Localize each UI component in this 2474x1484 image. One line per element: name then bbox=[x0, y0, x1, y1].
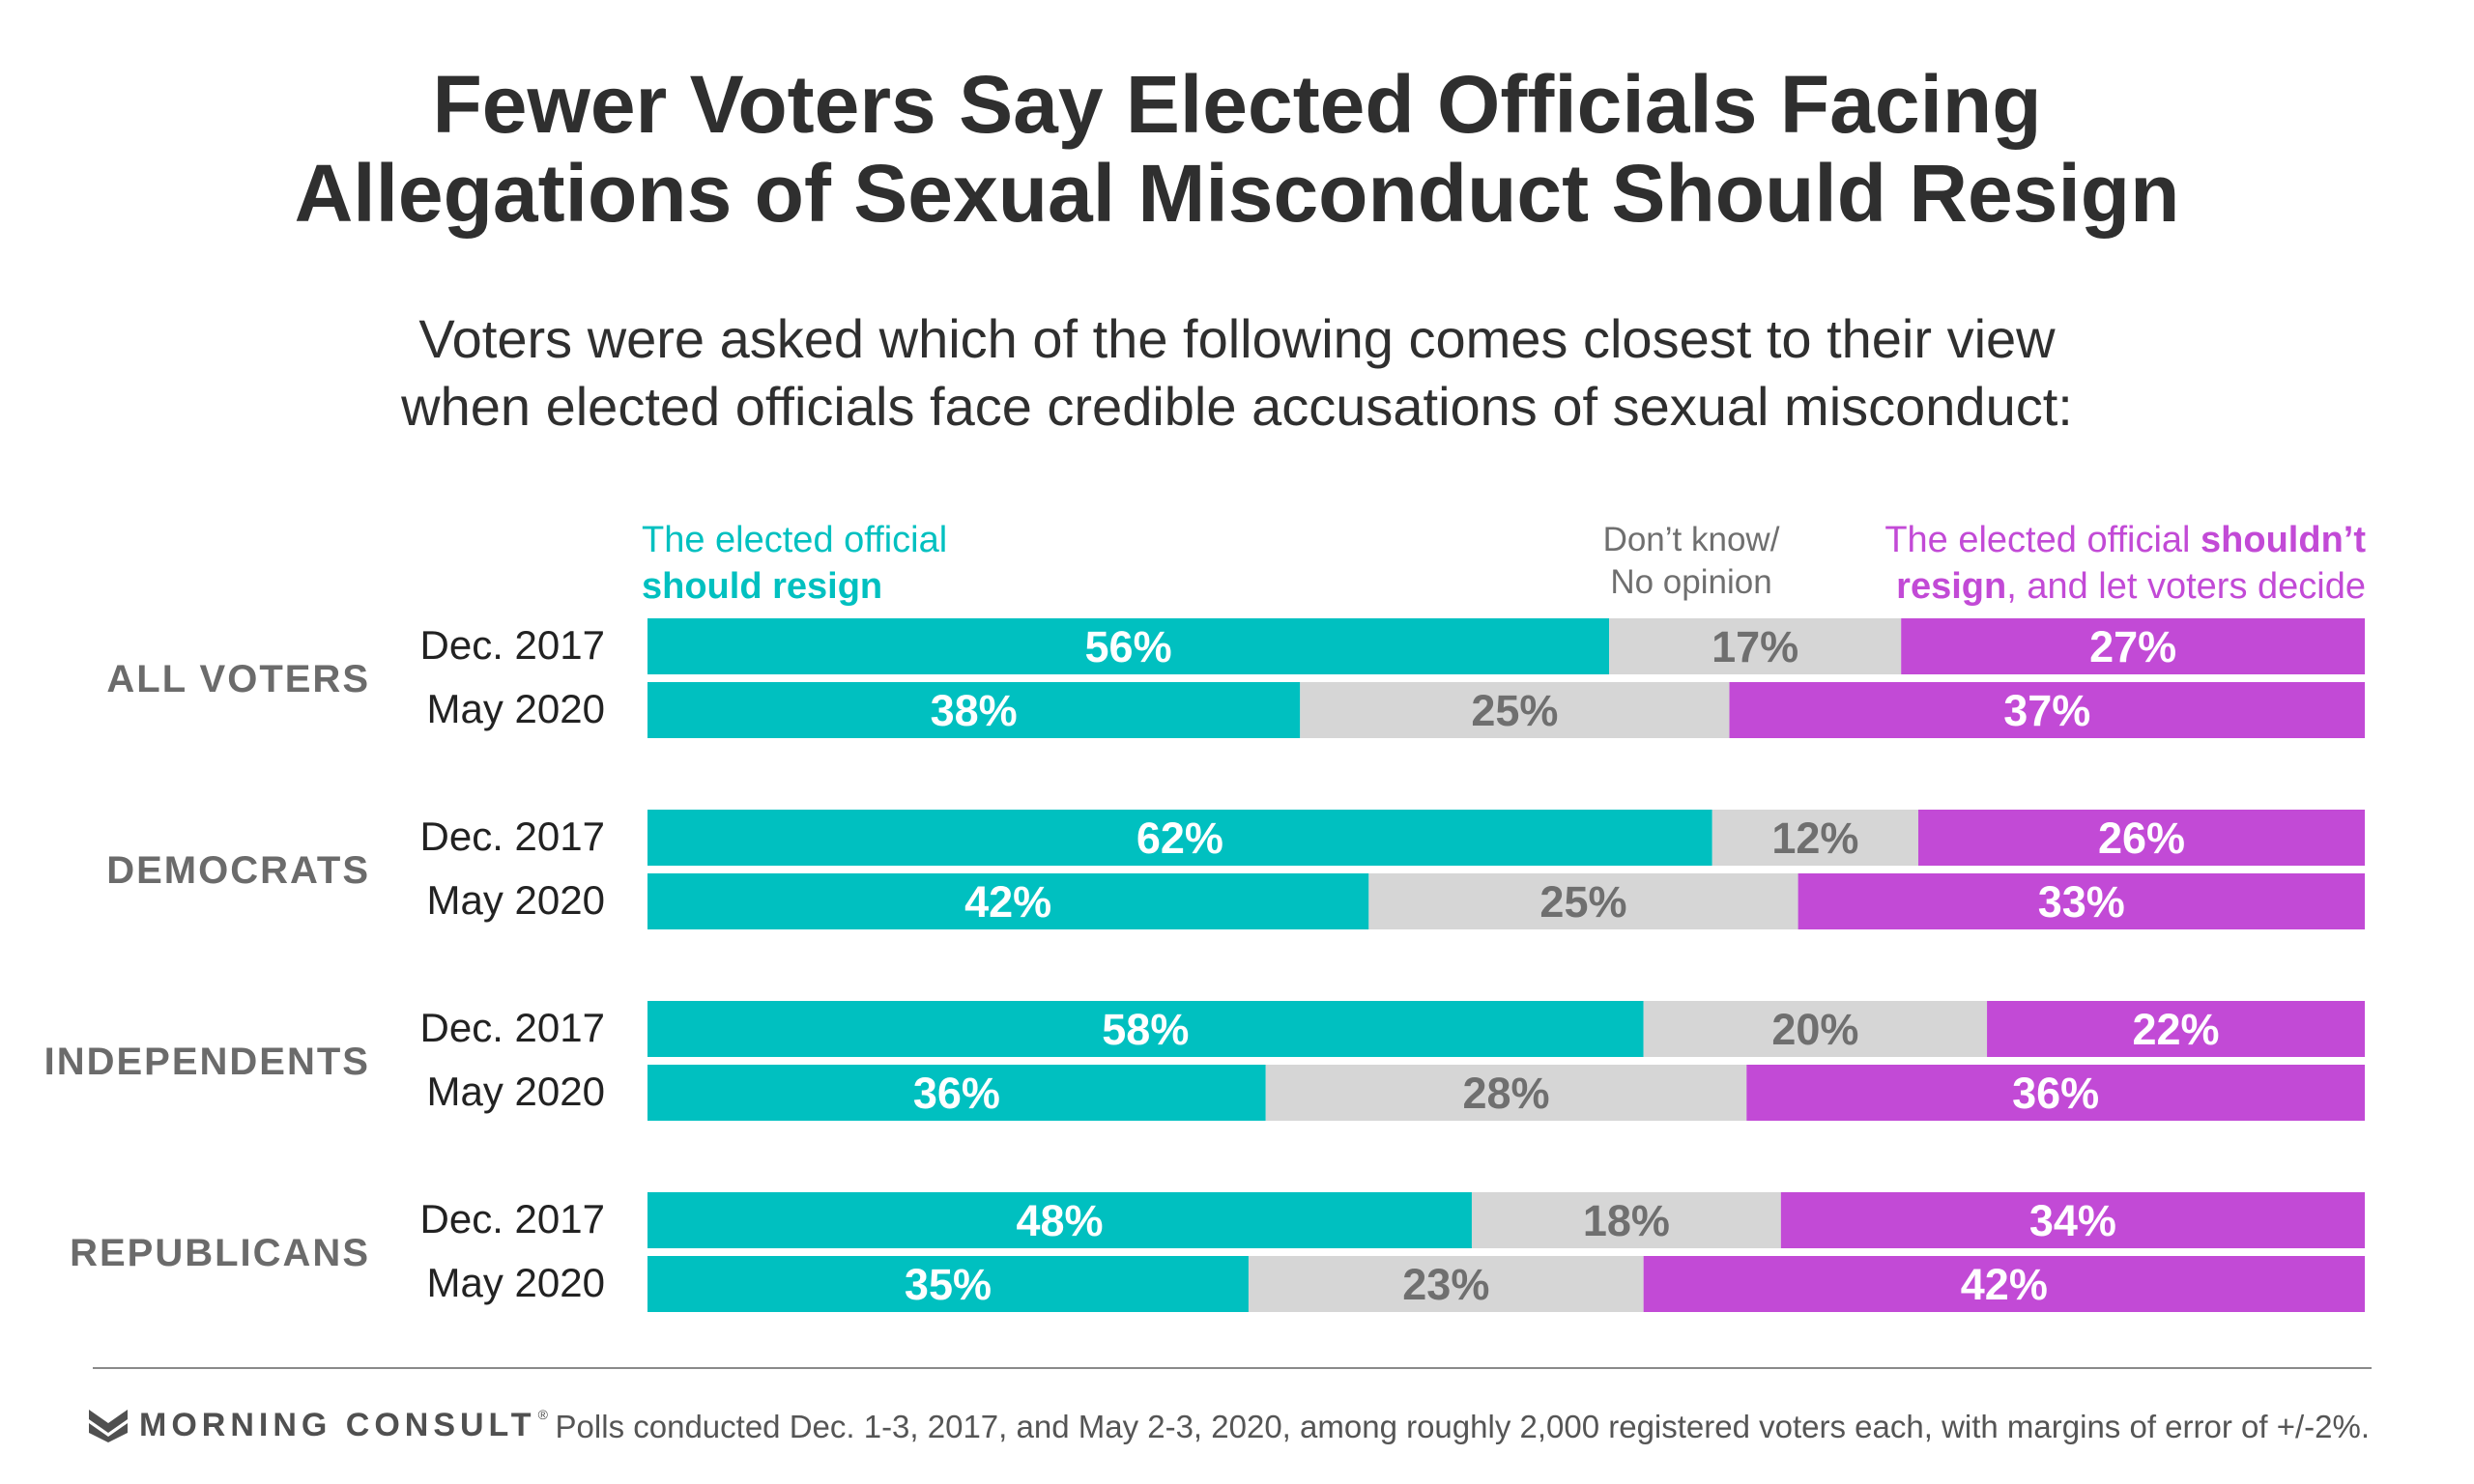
bar-segment-dont-know bbox=[1368, 873, 1798, 929]
chart-subtitle: Voters were asked which of the following… bbox=[0, 305, 2474, 441]
bar-segment-dont-know bbox=[1300, 682, 1730, 738]
title-line-1: Fewer Voters Say Elected Officials Facin… bbox=[432, 59, 2042, 150]
logo-text: MORNING CONSULT bbox=[139, 1407, 536, 1443]
bar-value-label: 33% bbox=[2038, 877, 2125, 927]
bar-segment-dont-know bbox=[1248, 1256, 1644, 1312]
bar-segment-resign bbox=[647, 682, 1301, 738]
bar-value-label: 18% bbox=[1583, 1196, 1670, 1245]
row-label: May 2020 bbox=[427, 877, 605, 923]
bar-segment-shouldnt-resign bbox=[1798, 873, 2365, 929]
row-label: May 2020 bbox=[427, 1069, 605, 1114]
bar-value-label: 12% bbox=[1771, 813, 1858, 863]
bar-segment-dont-know bbox=[1712, 810, 1918, 866]
bar-value-label: 27% bbox=[2089, 622, 2176, 671]
bar-segment-shouldnt-resign bbox=[1987, 1001, 2365, 1057]
legend-not-line-2: resign, and let voters decide bbox=[1884, 563, 2366, 610]
bar-value-label: 25% bbox=[1539, 877, 1626, 927]
bar-value-label: 20% bbox=[1771, 1005, 1858, 1054]
group-label: ALL VOTERS bbox=[106, 658, 370, 700]
bar-value-label: 26% bbox=[2098, 813, 2185, 863]
row-label: Dec. 2017 bbox=[420, 1196, 605, 1241]
bar-segment-resign bbox=[647, 1192, 1472, 1248]
legend-resign-bold: should resign bbox=[642, 566, 883, 607]
bar-value-label: 34% bbox=[2029, 1196, 2116, 1245]
legend-resign-line-1: The elected official bbox=[642, 520, 948, 560]
bar-segment-shouldnt-resign bbox=[1729, 682, 2365, 738]
bar-segment-dont-know bbox=[1643, 1001, 1988, 1057]
title-line-2: Allegations of Sexual Misconduct Should … bbox=[294, 148, 2180, 239]
row-label: Dec. 2017 bbox=[420, 813, 605, 859]
group-label: INDEPENDENTS bbox=[44, 1041, 370, 1083]
bar-value-label: 22% bbox=[2132, 1005, 2219, 1054]
legend-not-plain-1: The elected official bbox=[1884, 520, 2201, 560]
bar-value-label: 48% bbox=[1016, 1196, 1103, 1245]
bar-value-label: 36% bbox=[913, 1069, 1000, 1118]
bar-segment-shouldnt-resign bbox=[1917, 810, 2365, 866]
legend-resign-line-2: should resign bbox=[642, 563, 947, 610]
bar-segment-dont-know bbox=[1265, 1065, 1747, 1121]
bar-segment-resign bbox=[647, 873, 1369, 929]
chart-title: Fewer Voters Say Elected Officials Facin… bbox=[0, 60, 2474, 238]
logo-trademark: ® bbox=[537, 1407, 548, 1422]
legend-shouldnt-resign: The elected official shouldn’t resign, a… bbox=[1884, 517, 2366, 610]
subtitle-line-2: when elected officials face credible acc… bbox=[401, 376, 2073, 437]
legend-dont-know: Don’t know/ No opinion bbox=[1546, 519, 1836, 604]
row-label: Dec. 2017 bbox=[420, 1005, 605, 1050]
bar-segment-shouldnt-resign bbox=[1746, 1065, 2365, 1121]
bar-segment-resign bbox=[647, 1256, 1249, 1312]
bar-segment-shouldnt-resign bbox=[1780, 1192, 2365, 1248]
bar-segment-resign bbox=[647, 810, 1712, 866]
bar-value-label: 17% bbox=[1712, 622, 1798, 671]
bar-value-label: 36% bbox=[2012, 1069, 2099, 1118]
bar-value-label: 42% bbox=[964, 877, 1051, 927]
bar-segment-shouldnt-resign bbox=[1643, 1256, 2365, 1312]
bar-segment-dont-know bbox=[1471, 1192, 1781, 1248]
legend-dk-line-1: Don’t know/ bbox=[1602, 521, 1780, 558]
bar-value-label: 42% bbox=[1961, 1260, 2048, 1309]
bar-value-label: 23% bbox=[1402, 1260, 1489, 1309]
bar-segment-resign bbox=[647, 1001, 1644, 1057]
legend-not-bold-2: resign bbox=[1896, 566, 2007, 607]
bar-value-label: 35% bbox=[905, 1260, 992, 1309]
legend-should-resign: The elected official should resign bbox=[642, 517, 947, 610]
bar-segment-shouldnt-resign bbox=[1901, 618, 2365, 674]
footer-divider bbox=[93, 1367, 2372, 1369]
bar-value-label: 38% bbox=[931, 686, 1018, 735]
subtitle-line-1: Voters were asked which of the following… bbox=[418, 308, 2056, 369]
legend-dk-line-2: No opinion bbox=[1610, 563, 1772, 601]
row-label: May 2020 bbox=[427, 686, 605, 731]
bar-value-label: 28% bbox=[1462, 1069, 1549, 1118]
legend-not-line-1: The elected official shouldn’t bbox=[1884, 517, 2366, 563]
group-label: DEMOCRATS bbox=[106, 849, 370, 892]
row-label: May 2020 bbox=[427, 1260, 605, 1305]
legend-not-plain-2: , and let voters decide bbox=[2006, 566, 2366, 607]
legend-not-bold-1: shouldn’t bbox=[2201, 520, 2366, 560]
source-footnote: Polls conducted Dec. 1-3, 2017, and May … bbox=[555, 1409, 2370, 1444]
group-label: REPUBLICANS bbox=[70, 1232, 370, 1274]
bar-segment-resign bbox=[647, 1065, 1266, 1121]
bar-segment-resign bbox=[647, 618, 1610, 674]
bar-value-label: 37% bbox=[2003, 686, 2090, 735]
morning-consult-logo: MORNING CONSULT ® bbox=[89, 1407, 548, 1444]
bar-value-label: 62% bbox=[1136, 813, 1223, 863]
bar-value-label: 25% bbox=[1471, 686, 1558, 735]
bar-value-label: 56% bbox=[1085, 622, 1172, 671]
row-label: Dec. 2017 bbox=[420, 622, 605, 668]
bar-value-label: 58% bbox=[1102, 1005, 1189, 1054]
logo-mark-icon bbox=[89, 1409, 128, 1442]
bar-segment-dont-know bbox=[1609, 618, 1902, 674]
